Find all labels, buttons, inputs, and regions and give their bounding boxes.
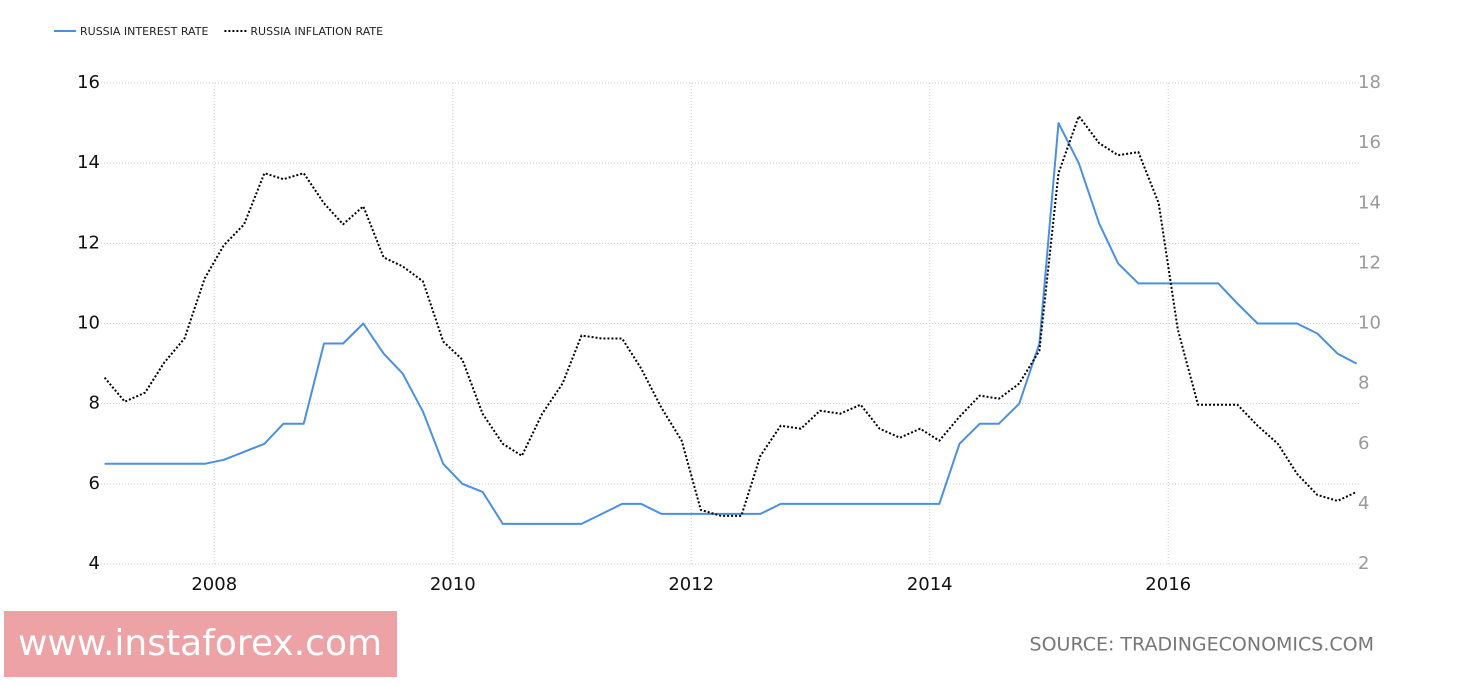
x-tick-label: 2010	[430, 574, 476, 595]
y-tick-label: 14	[77, 152, 100, 173]
legend-label: RUSSIA INTEREST RATE	[80, 25, 208, 38]
y-tick-label: 4	[89, 553, 100, 574]
y-tick-label: 8	[89, 393, 100, 414]
y-tick-label: 6	[89, 473, 100, 494]
x-tick-label: 2014	[907, 574, 953, 595]
y2-tick-label: 8	[1358, 373, 1369, 394]
source: SOURCE: TRADINGECONOMICS.COM	[1030, 634, 1374, 656]
y2-tick-label: 16	[1358, 132, 1381, 153]
x-tick-label: 2008	[191, 574, 237, 595]
x-tick-label: 2012	[668, 574, 714, 595]
series-line	[104, 122, 1358, 525]
y-tick-label: 12	[77, 232, 100, 253]
y2-tick-label: 10	[1358, 313, 1381, 334]
watermark: [ www.instaforex.com ]	[0, 623, 408, 664]
legend-label: RUSSIA INFLATION RATE	[250, 25, 383, 38]
y2-tick-label: 14	[1358, 192, 1381, 213]
y2-tick-label: 2	[1358, 553, 1369, 574]
watermark-box	[4, 611, 397, 677]
y-tick-label: 10	[77, 313, 100, 334]
y2-tick-label: 6	[1358, 433, 1369, 454]
y2-tick-label: 4	[1358, 493, 1369, 514]
y2-tick-label: 12	[1358, 252, 1381, 273]
y-tick-label: 16	[77, 72, 100, 93]
x-tick-label: 2016	[1145, 574, 1191, 595]
y2-tick-label: 18	[1358, 72, 1381, 93]
series-line	[103, 115, 1358, 517]
